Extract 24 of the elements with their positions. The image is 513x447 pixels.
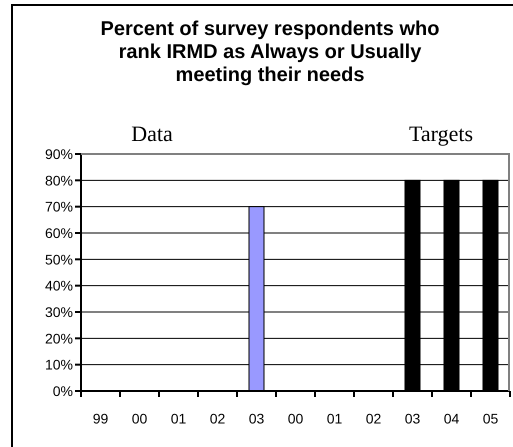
x-tick-label: 02 bbox=[210, 410, 226, 427]
y-tick-label: 0% bbox=[52, 382, 73, 399]
y-tick-label: 30% bbox=[44, 304, 73, 320]
x-tick-label: 02 bbox=[366, 410, 382, 427]
x-tick-label: 04 bbox=[444, 410, 460, 427]
y-tick-label: 50% bbox=[44, 251, 73, 268]
y-tick-label: 60% bbox=[44, 224, 73, 241]
x-tick-label: 00 bbox=[288, 410, 304, 427]
chart-title: Percent of survey respondents who rank IRMD as Always or Usually meeting their needs bbox=[100, 18, 440, 87]
x-tick-label: 01 bbox=[170, 410, 186, 427]
x-tick-label: 00 bbox=[132, 410, 148, 427]
x-tick-label: 03 bbox=[404, 410, 420, 427]
x-tick-label: 05 bbox=[482, 410, 498, 427]
text: Targets bbox=[408, 121, 474, 146]
x-tick-label: 03 bbox=[248, 410, 264, 427]
y-tick-label: 90% bbox=[44, 146, 73, 162]
text: Data bbox=[131, 121, 173, 146]
y-tick-label: 80% bbox=[44, 172, 73, 188]
y-tick-label: 20% bbox=[44, 330, 73, 346]
x-tick-label: 01 bbox=[326, 410, 342, 427]
y-tick-label: 10% bbox=[44, 356, 73, 373]
x-tick-label: 99 bbox=[92, 410, 108, 427]
y-tick-label: 40% bbox=[44, 278, 73, 294]
y-tick-label: 70% bbox=[44, 198, 73, 215]
